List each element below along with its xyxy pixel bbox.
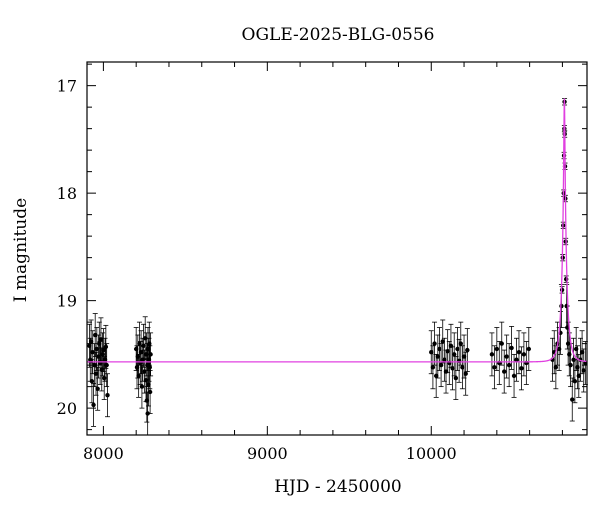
data-point [576,353,582,398]
data-point [432,321,438,366]
data-point [453,356,459,400]
data-point [521,332,527,377]
data-point [464,328,470,372]
data-point [95,366,101,411]
data-point [448,323,454,368]
data-point [509,326,515,370]
data-point [572,359,578,404]
chart-title: OGLE-2025-BLG-0556 [242,25,435,45]
data-point [104,373,110,418]
y-tick-label: 18 [57,184,77,203]
data-point [89,359,95,404]
data-point [499,321,505,366]
data-point [147,370,153,414]
y-tick-label: 20 [57,399,77,418]
data-point [526,327,532,371]
data-point [494,327,500,371]
data-point [436,327,442,371]
data-point [461,334,467,379]
data-point [100,328,106,372]
data-point [438,343,444,388]
data-point [573,327,579,371]
data-point [491,345,497,390]
data-point [501,349,507,394]
x-tick-label: 8000 [83,444,124,463]
data-point [563,275,569,283]
x-tick-label: 9000 [247,444,288,463]
data-markers-layer [86,98,588,436]
model-curve [87,98,588,363]
data-point [430,345,436,390]
y-axis-label: I magnitude [11,198,31,302]
data-point [516,330,522,375]
data-point [104,343,110,388]
y-tick-label: 17 [57,77,77,96]
data-point [518,346,524,391]
data-point [504,334,510,379]
data-point [463,351,469,396]
axis-ticks: 8000 9000 10000 17 18 19 20 [57,62,587,463]
x-axis-label: HJD - 2450000 [274,477,402,497]
data-point [506,343,512,388]
data-point [454,327,460,371]
plot-frame [86,61,588,436]
x-tick-label: 10000 [406,444,457,463]
data-point [88,319,94,364]
data-point [569,377,575,422]
data-point [489,332,495,377]
data-point [451,332,457,377]
data-point [139,364,145,409]
data-point [148,332,154,377]
data-point [91,383,97,427]
y-tick-label: 19 [57,292,77,311]
data-point [91,343,97,388]
